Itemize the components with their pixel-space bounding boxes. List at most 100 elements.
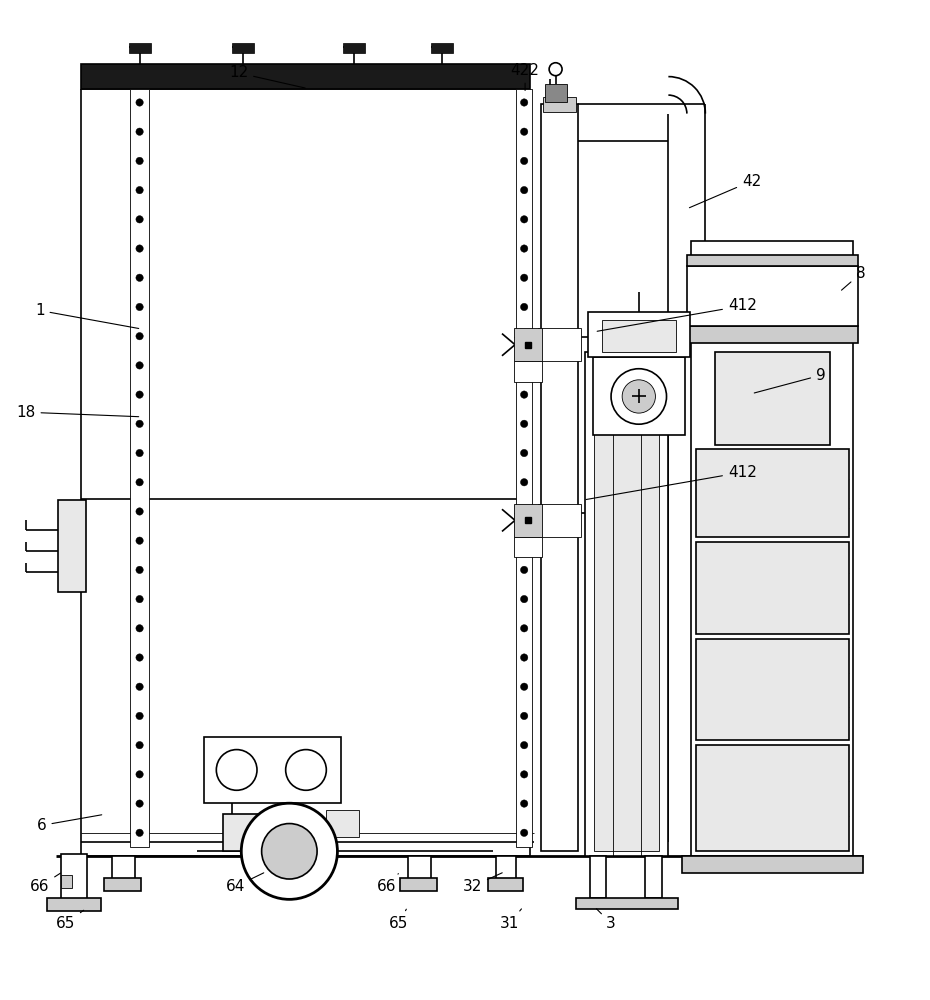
Bar — [205, 737, 341, 803]
Text: 8: 8 — [842, 266, 866, 290]
Circle shape — [136, 800, 143, 807]
Circle shape — [521, 99, 528, 106]
Circle shape — [521, 683, 528, 690]
Text: 18: 18 — [16, 405, 139, 420]
Bar — [488, 878, 524, 891]
Circle shape — [521, 479, 528, 486]
Circle shape — [549, 63, 562, 76]
Circle shape — [521, 508, 528, 515]
Bar — [602, 320, 676, 352]
Bar — [81, 64, 530, 89]
Circle shape — [136, 654, 143, 661]
Circle shape — [136, 420, 143, 428]
Text: 3: 3 — [596, 909, 616, 931]
Circle shape — [521, 800, 528, 807]
Circle shape — [136, 274, 143, 281]
Circle shape — [136, 479, 143, 486]
Circle shape — [521, 216, 528, 223]
Circle shape — [136, 741, 143, 749]
Circle shape — [521, 654, 528, 661]
Bar — [407, 856, 431, 882]
Circle shape — [136, 332, 143, 340]
Circle shape — [521, 537, 528, 544]
Circle shape — [521, 829, 528, 836]
Circle shape — [217, 750, 257, 790]
Circle shape — [521, 449, 528, 457]
Bar — [590, 856, 606, 898]
Bar — [514, 537, 542, 557]
Bar — [61, 875, 73, 888]
Bar — [514, 328, 542, 361]
Bar — [714, 352, 830, 445]
Text: 31: 31 — [499, 909, 522, 931]
Bar — [130, 89, 149, 847]
Circle shape — [261, 824, 317, 879]
Circle shape — [136, 362, 143, 369]
Bar — [496, 856, 516, 882]
Circle shape — [136, 829, 143, 836]
Bar — [576, 898, 678, 909]
Bar — [697, 745, 849, 851]
Circle shape — [521, 274, 528, 281]
Circle shape — [521, 245, 528, 252]
Bar — [400, 878, 437, 891]
Circle shape — [136, 303, 143, 311]
Bar — [514, 504, 542, 537]
Circle shape — [136, 216, 143, 223]
Circle shape — [622, 380, 656, 413]
Circle shape — [136, 157, 143, 165]
Bar — [326, 810, 359, 837]
Circle shape — [136, 99, 143, 106]
Circle shape — [521, 712, 528, 720]
Circle shape — [521, 420, 528, 428]
Text: 42: 42 — [689, 174, 761, 208]
Bar — [538, 328, 580, 361]
Circle shape — [521, 186, 528, 194]
Bar — [692, 241, 853, 856]
Text: 12: 12 — [229, 65, 305, 88]
Circle shape — [521, 391, 528, 398]
Text: 32: 32 — [463, 873, 502, 894]
Bar — [112, 856, 135, 882]
Text: 66: 66 — [377, 874, 398, 894]
Circle shape — [521, 566, 528, 574]
Circle shape — [136, 186, 143, 194]
Circle shape — [521, 303, 528, 311]
Bar — [697, 639, 849, 740]
Circle shape — [136, 683, 143, 690]
Circle shape — [611, 369, 667, 424]
Bar — [232, 43, 254, 53]
Bar — [59, 500, 86, 592]
Circle shape — [136, 449, 143, 457]
Circle shape — [136, 712, 143, 720]
Circle shape — [136, 771, 143, 778]
Circle shape — [136, 537, 143, 544]
Text: 6: 6 — [36, 815, 101, 833]
Bar — [697, 449, 849, 537]
Circle shape — [136, 245, 143, 252]
Text: 65: 65 — [389, 909, 408, 931]
Bar — [223, 814, 287, 851]
Text: 66: 66 — [30, 873, 60, 894]
Bar — [47, 898, 100, 911]
Bar — [343, 43, 365, 53]
Text: 412: 412 — [586, 465, 757, 500]
Bar — [541, 104, 578, 851]
Circle shape — [136, 391, 143, 398]
Text: 1: 1 — [35, 303, 139, 328]
Bar — [592, 357, 685, 435]
Bar — [683, 856, 862, 873]
Circle shape — [521, 128, 528, 135]
Bar — [61, 854, 86, 902]
Bar — [585, 352, 669, 856]
Bar — [697, 542, 849, 634]
Text: 412: 412 — [597, 298, 757, 331]
Bar — [687, 266, 857, 326]
Bar — [645, 856, 662, 898]
Circle shape — [521, 362, 528, 369]
Bar — [516, 89, 533, 847]
Bar — [588, 312, 690, 357]
Bar — [542, 97, 576, 112]
Bar — [544, 84, 566, 102]
Circle shape — [521, 595, 528, 603]
